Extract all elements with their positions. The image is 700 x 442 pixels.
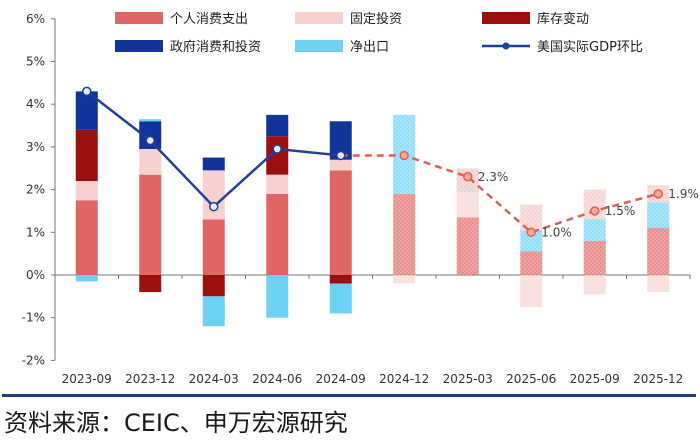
y-tick-label: -2% — [22, 353, 45, 367]
gdp-point — [590, 206, 600, 216]
legend-label: 固定投资 — [350, 11, 402, 27]
bar-segment-texture — [456, 217, 479, 275]
bar-segment — [266, 275, 289, 318]
source-note: 资料来源：CEIC、申万宏源研究 — [4, 409, 348, 437]
x-tick-label: 2024-12 — [379, 372, 429, 386]
bar-segment — [139, 275, 162, 293]
bar-segment-texture — [393, 193, 416, 275]
bar-segment — [75, 129, 98, 182]
x-tick-label: 2024-06 — [252, 372, 302, 386]
x-tick-label: 2024-03 — [189, 372, 239, 386]
legend-label: 个人消费支出 — [170, 12, 248, 27]
bar-segment — [75, 275, 98, 282]
y-tick-label: 4% — [26, 97, 45, 111]
y-tick-label: 3% — [26, 140, 45, 154]
bar-segment-texture — [393, 275, 416, 284]
bar-segment — [266, 193, 289, 275]
y-tick-label: 5% — [26, 55, 45, 69]
bar-segment — [329, 283, 352, 314]
x-tick-label: 2025-03 — [443, 372, 493, 386]
bar-segment — [266, 136, 289, 175]
x-tick-label: 2025-12 — [633, 372, 683, 386]
data-labels: 2.3% 1.0% 1.5% 1.9% — [478, 170, 699, 240]
bar-segment — [202, 296, 225, 327]
bar-segment-texture — [647, 228, 670, 275]
gdp-point — [272, 144, 282, 154]
y-tick-label: 2% — [26, 183, 45, 197]
bar-segment — [329, 170, 352, 275]
x-tick-label: 2025-09 — [570, 372, 620, 386]
legend-label: 净出口 — [350, 40, 389, 55]
bar-segment — [202, 275, 225, 297]
bar-segment — [202, 157, 225, 171]
bar-segment — [266, 114, 289, 137]
gdp-contribution-chart: -2% -1% 0% 1% 2% 3% 4% 5% 6% 2023-09 2023-12 2024-0… — [22, 11, 699, 386]
bar-segment — [75, 181, 98, 201]
bar-segment-texture — [583, 240, 606, 275]
bar-segment — [139, 121, 162, 150]
bar-segment — [139, 149, 162, 175]
data-label: 2.3% — [478, 170, 509, 184]
gdp-line-forecast — [340, 154, 659, 234]
bar-segment — [266, 174, 289, 194]
x-tick-label: 2024-09 — [316, 372, 366, 386]
bars — [75, 91, 670, 327]
bar-segment-texture — [583, 275, 606, 295]
legend-swatch — [115, 40, 163, 52]
axes: -2% -1% 0% 1% 2% 3% 4% 5% 6% 2023-09 2023-12 2024-0… — [22, 12, 691, 386]
legend-swatch — [295, 12, 343, 24]
gdp-point — [209, 201, 219, 212]
gdp-point — [336, 150, 346, 161]
y-tick-label: 0% — [26, 268, 45, 282]
legend-swatch — [482, 12, 530, 24]
footer-rule — [2, 394, 696, 397]
bar-segment-texture — [583, 219, 606, 241]
bar-segment — [329, 121, 352, 160]
y-tick-label: 6% — [26, 12, 45, 26]
bar-segment — [139, 174, 162, 275]
legend-swatch-marker — [502, 42, 510, 50]
gdp-point — [463, 172, 473, 182]
bar-segment-texture — [520, 275, 543, 308]
bar-segment — [75, 91, 98, 130]
data-label: 1.9% — [668, 187, 699, 201]
legend-label: 美国实际GDP环比 — [537, 40, 643, 55]
bar-segment-texture — [647, 202, 670, 229]
legend-swatch — [115, 12, 163, 24]
bar-segment-texture — [647, 275, 670, 293]
legend-swatch — [295, 40, 343, 52]
gdp-point — [82, 86, 92, 97]
bar-segment-texture — [520, 251, 543, 275]
y-tick-label: -1% — [22, 311, 45, 325]
legend-label: 库存变动 — [537, 11, 589, 27]
data-label: 1.0% — [541, 225, 572, 239]
y-tick-label: 1% — [26, 225, 45, 239]
gdp-line — [82, 86, 663, 238]
bar-segment — [75, 200, 98, 275]
data-label: 1.5% — [605, 204, 636, 218]
gdp-point — [399, 150, 409, 161]
gdp-point — [526, 227, 536, 238]
bar-segment — [139, 119, 162, 122]
bar-segment — [329, 275, 352, 284]
bar-segment — [202, 219, 225, 275]
gdp-point — [653, 189, 663, 199]
gdp-point — [145, 135, 155, 146]
x-tick-label: 2023-12 — [125, 372, 175, 386]
bar-segment — [329, 159, 352, 171]
bar-segment — [202, 170, 225, 220]
bar-segment-texture — [456, 191, 479, 218]
bar-segment-texture — [520, 230, 543, 252]
x-tick-label: 2023-09 — [62, 372, 112, 386]
bar-segment-texture — [520, 204, 543, 231]
legend-label: 政府消费和投资 — [170, 39, 261, 55]
x-tick-label: 2025-06 — [506, 372, 556, 386]
